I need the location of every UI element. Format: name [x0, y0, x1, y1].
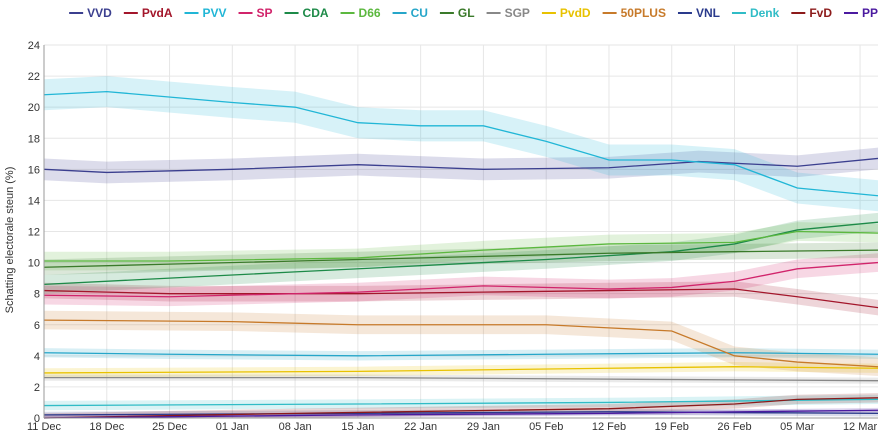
- legend-item-vvd[interactable]: VVD: [69, 6, 112, 20]
- legend-label: VNL: [696, 6, 720, 20]
- band-cu: [44, 348, 878, 361]
- legend-label: PP: [862, 6, 878, 20]
- band-pvv: [44, 76, 878, 212]
- x-tick-label: 29 Jan: [467, 421, 500, 433]
- legend-label: PvdD: [560, 6, 591, 20]
- legend-item-sgp[interactable]: SGP: [486, 6, 530, 20]
- legend-label: FvD: [809, 6, 832, 20]
- line-vvd: [43, 157, 879, 174]
- legend-item-pvv[interactable]: PVV: [184, 6, 227, 20]
- legend-label: VVD: [87, 6, 112, 20]
- legend-label: SP: [257, 6, 273, 20]
- y-tick-label: 14: [28, 195, 40, 207]
- y-tick-label: 16: [28, 164, 40, 176]
- band-gl: [44, 242, 878, 276]
- legend-item-cu[interactable]: CU: [392, 6, 428, 20]
- x-tick-label: 05 Mar: [780, 421, 815, 433]
- line-denk: [43, 398, 879, 407]
- x-tick-label: 18 Dec: [89, 421, 124, 433]
- legend-item-d66[interactable]: D66: [340, 6, 381, 20]
- legend-item-denk[interactable]: Denk: [731, 6, 780, 20]
- legend-label: PvdA: [142, 6, 173, 20]
- legend-item-cda[interactable]: CDA: [284, 6, 329, 20]
- legend-label: CDA: [303, 6, 329, 20]
- y-axis-label: Schatting electorale steun (%): [4, 167, 16, 314]
- y-tick-label: 18: [28, 133, 40, 145]
- x-tick-label: 25 Dec: [152, 421, 187, 433]
- line-cu: [43, 352, 879, 357]
- line-pp: [43, 409, 879, 419]
- legend-item-pvdd[interactable]: PvdD: [541, 6, 591, 20]
- y-tick-label: 4: [34, 351, 40, 363]
- legend-label: D66: [359, 6, 381, 20]
- legend-label: 50PLUS: [621, 6, 666, 20]
- y-tick-label: 8: [34, 289, 40, 301]
- y-tick-label: 10: [28, 258, 40, 270]
- legend-label: CU: [411, 6, 428, 20]
- legend-item-pp[interactable]: PP: [843, 6, 878, 20]
- y-tick-label: 6: [34, 320, 40, 332]
- x-tick-label: 11 Dec: [27, 421, 62, 433]
- line-pvv: [43, 90, 879, 197]
- legend-item-vnl[interactable]: VNL: [677, 6, 720, 20]
- legend-item-sp[interactable]: SP: [238, 6, 273, 20]
- legend-item-50plus[interactable]: 50PLUS: [602, 6, 666, 20]
- x-tick-label: 22 Jan: [404, 421, 437, 433]
- x-tick-label: 01 Jan: [216, 421, 249, 433]
- band-50plus: [44, 310, 878, 377]
- y-tick-label: 24: [28, 40, 40, 52]
- line-fvd: [43, 397, 879, 419]
- line-sp: [43, 261, 879, 298]
- line-pvda: [43, 288, 879, 309]
- y-tick-label: 22: [28, 71, 40, 83]
- line-d66: [44, 230, 879, 262]
- line-pvdd: [43, 366, 879, 374]
- axes: Schatting electorale steun (%) 024681012…: [4, 40, 878, 433]
- y-tick-label: 12: [28, 227, 40, 239]
- band-sp: [44, 253, 878, 307]
- line-sgp: [44, 376, 879, 382]
- band-fvd: [44, 393, 878, 418]
- legend-label: GL: [458, 6, 475, 20]
- x-tick-label: 15 Jan: [341, 421, 374, 433]
- legend: VVD PvdA PVV SP CDA D66 CU GL SGP PvdD 50PLUS VNL De…: [69, 6, 878, 20]
- legend-item-gl[interactable]: GL: [439, 6, 475, 20]
- x-tick-label: 19 Feb: [655, 421, 689, 433]
- x-tick-label: 12 Feb: [592, 421, 626, 433]
- y-tick-label: 0: [34, 413, 40, 425]
- legend-label: SGP: [505, 6, 530, 20]
- x-tick-label: 08 Jan: [279, 421, 312, 433]
- legend-label: Denk: [750, 6, 780, 20]
- line-gl: [43, 249, 879, 268]
- legend-item-pvda[interactable]: PvdA: [123, 6, 173, 20]
- band-d66: [44, 222, 878, 271]
- y-tick-label: 2: [34, 382, 40, 394]
- legend-label: PVV: [203, 6, 227, 20]
- x-tick-label: 12 Mar: [843, 421, 878, 433]
- x-tick-label: 26 Feb: [717, 421, 751, 433]
- series-lines: [43, 90, 879, 419]
- band-vvd: [44, 147, 878, 184]
- legend-item-fvd[interactable]: FvD: [791, 6, 832, 20]
- x-tick-label: 05 Feb: [529, 421, 563, 433]
- y-tick-label: 20: [28, 102, 40, 114]
- line-50plus: [43, 319, 879, 368]
- band-sgp: [44, 374, 878, 384]
- line-vnl: [43, 411, 879, 416]
